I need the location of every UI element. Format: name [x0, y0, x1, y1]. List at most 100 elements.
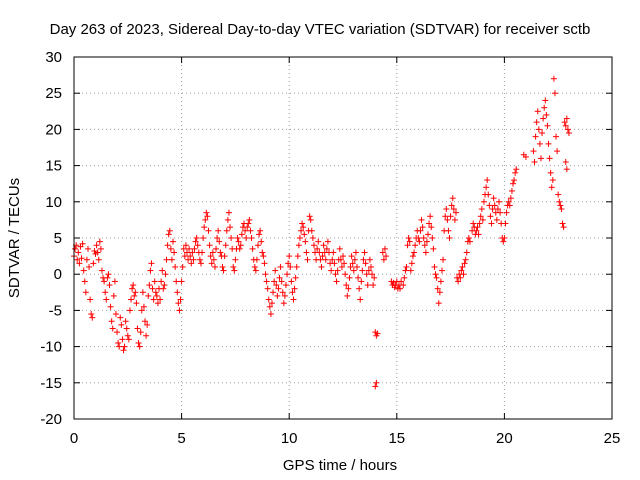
data-point — [116, 343, 123, 350]
data-point — [450, 206, 457, 213]
data-point — [82, 289, 89, 296]
data-point — [346, 274, 353, 281]
y-axis-label: SDTVAR / TECUs — [6, 178, 23, 298]
data-point — [426, 220, 433, 227]
data-point — [319, 253, 326, 260]
data-point — [210, 256, 217, 263]
data-point — [563, 166, 570, 173]
data-point — [334, 267, 341, 274]
data-point — [205, 227, 212, 234]
data-point — [189, 249, 196, 256]
data-point — [89, 314, 96, 321]
data-point — [221, 253, 228, 260]
data-point — [550, 75, 557, 82]
data-point — [398, 278, 405, 285]
data-point — [288, 278, 295, 285]
data-point — [470, 220, 477, 227]
data-point — [231, 267, 238, 274]
data-point — [430, 245, 437, 252]
data-point — [169, 238, 176, 245]
x-tick-label: 5 — [177, 430, 185, 447]
data-point — [126, 307, 133, 314]
data-point — [214, 235, 221, 241]
data-point — [270, 289, 277, 296]
data-point — [112, 311, 119, 318]
data-point — [537, 155, 544, 162]
data-point — [415, 235, 422, 241]
data-point — [72, 245, 79, 252]
data-point — [302, 238, 309, 245]
data-point — [96, 238, 103, 245]
data-point — [86, 263, 93, 270]
y-tick-label: 25 — [45, 85, 62, 102]
data-point — [213, 245, 220, 252]
data-point — [411, 249, 418, 256]
data-point — [352, 249, 359, 256]
data-point — [317, 256, 324, 263]
data-point — [340, 253, 346, 260]
data-point — [84, 245, 91, 252]
data-point — [490, 195, 497, 202]
data-point — [412, 242, 419, 249]
data-point — [161, 282, 168, 289]
data-point — [360, 256, 367, 263]
x-tick-labels: 0 5 10 15 20 25 — [70, 430, 621, 447]
data-point — [551, 90, 558, 97]
data-point — [128, 296, 135, 303]
data-point — [493, 216, 500, 223]
data-point — [108, 318, 115, 325]
data-point — [543, 111, 550, 118]
data-point — [207, 253, 214, 260]
data-point — [146, 282, 153, 289]
data-point — [511, 177, 518, 184]
data-point — [298, 227, 305, 234]
data-point — [117, 314, 124, 321]
data-point — [336, 245, 343, 252]
data-point — [557, 202, 564, 209]
data-point — [380, 256, 387, 263]
data-point — [477, 213, 484, 220]
data-point — [510, 180, 517, 187]
data-point — [370, 282, 377, 289]
data-point — [296, 235, 303, 241]
data-point — [110, 292, 117, 299]
y-tick-label: 10 — [45, 194, 62, 211]
data-point — [151, 278, 158, 285]
data-point — [421, 242, 428, 249]
data-point — [409, 253, 416, 260]
data-point — [553, 133, 560, 140]
data-point — [171, 249, 178, 256]
data-point — [202, 216, 209, 223]
data-point — [227, 224, 234, 231]
data-point — [257, 227, 264, 234]
data-point — [446, 235, 453, 241]
data-point — [318, 263, 325, 270]
data-point — [369, 271, 376, 278]
data-point — [475, 231, 482, 238]
y-tick-label: -5 — [49, 302, 62, 319]
data-point — [562, 122, 569, 129]
data-point — [429, 235, 436, 241]
data-point — [193, 235, 200, 241]
data-point — [417, 227, 424, 234]
data-point — [95, 256, 102, 263]
data-point — [353, 263, 360, 270]
data-point — [436, 289, 443, 296]
y-tick-label: 30 — [45, 49, 62, 66]
data-point — [101, 278, 108, 285]
data-point — [219, 263, 226, 270]
data-point — [508, 187, 515, 194]
data-point — [186, 245, 193, 252]
data-point — [307, 216, 314, 223]
data-point — [559, 220, 566, 227]
data-point — [124, 332, 131, 339]
data-point — [295, 242, 302, 249]
data-point — [485, 191, 492, 198]
x-tick-label: 20 — [496, 430, 513, 447]
data-point — [256, 231, 263, 238]
data-point — [105, 271, 112, 278]
data-point — [531, 158, 538, 165]
data-point — [74, 256, 81, 263]
data-point — [440, 256, 447, 263]
data-point — [76, 260, 83, 267]
